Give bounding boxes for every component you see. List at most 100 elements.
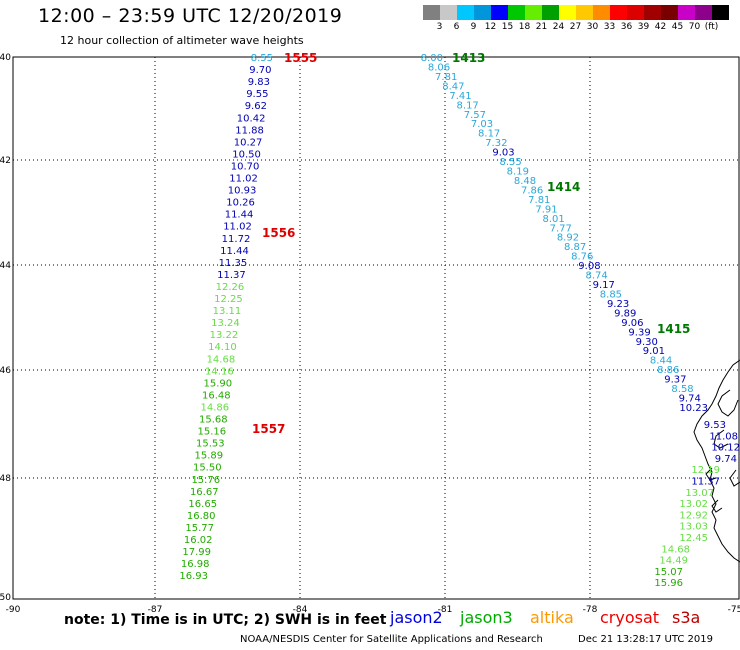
- color-scale-label: 18: [518, 22, 531, 32]
- latitude-label: 46: [0, 366, 11, 376]
- wave-height-value: 10.70: [231, 161, 260, 172]
- wave-height-value: 7.77: [550, 223, 572, 234]
- color-scale-label: 33: [603, 22, 616, 32]
- wave-height-value: 12.26: [216, 282, 245, 293]
- wave-height-value: 8.17: [478, 129, 500, 140]
- wave-height-value: 14.68: [207, 354, 236, 365]
- coastline-segment: [711, 499, 723, 513]
- wave-height-value: 13.24: [211, 318, 240, 329]
- color-scale-cell: [695, 5, 712, 20]
- color-scale-cell: [610, 5, 627, 20]
- pass-time-label: 1556: [262, 226, 295, 240]
- color-scale-cell: [525, 5, 542, 20]
- wave-height-value: 8.85: [600, 289, 622, 300]
- legend-jason3: jason3: [460, 608, 513, 627]
- color-scale-label: 3: [436, 22, 443, 32]
- wave-height-value: 16.67: [190, 487, 219, 498]
- coastline-segment: [713, 429, 729, 449]
- wave-height-value: 7.81: [435, 72, 457, 83]
- wave-height-value: 13.07: [685, 488, 714, 499]
- map-title: 12:00 – 23:59 UTC 12/20/2019: [38, 5, 343, 27]
- wave-height-value: 12.25: [214, 294, 243, 305]
- coastline-segment: [705, 467, 717, 481]
- wave-height-value: 9.03: [492, 148, 514, 159]
- wave-height-value: 9.83: [248, 77, 270, 88]
- map-grid: -90 -87 -84 -81 -78 -75 40 42 44 46 48 50: [0, 53, 740, 615]
- wave-height-value: 10.26: [226, 198, 255, 209]
- longitude-label: -78: [583, 605, 598, 615]
- wave-height-value: 8.44: [650, 356, 672, 367]
- wave-height-value: 10.12: [711, 443, 740, 454]
- color-scale-label: 21: [535, 22, 548, 32]
- wave-height-value: 8.92: [557, 233, 579, 244]
- wave-height-value: 8.76: [571, 252, 593, 263]
- color-scale-cell: [440, 5, 457, 20]
- wave-height-value: 9.70: [249, 65, 271, 76]
- wave-height-value: 8.74: [585, 271, 607, 282]
- legend-altika: altika: [530, 608, 574, 627]
- wave-height-value: 10.27: [234, 137, 263, 148]
- wave-height-value: 10.93: [228, 186, 257, 197]
- longitude-label: -87: [148, 605, 163, 615]
- wave-height-value: 9.39: [628, 327, 650, 338]
- coastline-segment: [693, 359, 740, 563]
- wave-height-value: 15.50: [193, 463, 222, 474]
- wave-height-value: 15.96: [654, 578, 683, 589]
- color-scale-label: (ft): [704, 22, 719, 32]
- color-scale-label: 24: [552, 22, 565, 32]
- wave-height-value: 7.32: [485, 138, 507, 149]
- legend-cryosat: cryosat: [600, 608, 660, 627]
- wave-height-value: 11.37: [217, 270, 246, 281]
- wave-height-value: 8.17: [457, 100, 479, 111]
- legend-s3a: s3a: [672, 608, 701, 627]
- pass-time-labels: 1555 1556 1557 1413 1414 1415: [252, 51, 690, 436]
- color-scale-label: 36: [620, 22, 633, 32]
- coastline-segment: [717, 389, 739, 417]
- wave-height-value: 7.91: [535, 204, 557, 215]
- wave-height-value: 13.02: [679, 499, 708, 510]
- longitude-label: -84: [293, 605, 308, 615]
- wave-height-value: 9.89: [614, 308, 636, 319]
- wave-height-value: 15.07: [654, 567, 683, 578]
- wave-height-value: 11.02: [229, 174, 258, 185]
- wave-height-value: 15.16: [197, 427, 226, 438]
- wave-height-value: 8.48: [514, 176, 536, 187]
- wave-height-value: 14.68: [661, 544, 690, 555]
- wave-height-value: 7.03: [471, 119, 493, 130]
- latitude-label: 50: [0, 593, 11, 603]
- wave-height-value: 9.53: [704, 420, 726, 431]
- wave-height-value: 7.81: [528, 195, 550, 206]
- pass-time-label: 1413: [452, 51, 485, 65]
- color-scale-label: 70: [688, 22, 701, 32]
- wave-height-value: 15.90: [204, 378, 233, 389]
- wave-height-value: 8.86: [657, 365, 679, 376]
- wave-height-value: 9.01: [643, 346, 665, 357]
- wave-height-value: 8.55: [500, 157, 522, 168]
- wave-height-value: 8.01: [542, 214, 564, 225]
- wave-height-value: 9.17: [593, 280, 615, 291]
- wave-height-value: 11.44: [220, 246, 249, 257]
- wave-height-value: 11.72: [222, 234, 251, 245]
- wave-height-value: 16.65: [188, 499, 217, 510]
- longitude-label: -75: [728, 605, 740, 615]
- coastline: [693, 359, 740, 563]
- wave-height-value: 13.11: [213, 306, 242, 317]
- wave-height-value: 16.48: [202, 390, 231, 401]
- color-scale-label: 9: [470, 22, 477, 32]
- wave-height-value: 9.37: [664, 375, 686, 386]
- color-scale-label: 6: [453, 22, 460, 32]
- color-scale-cell: [678, 5, 695, 20]
- wave-height-value: 10.23: [679, 403, 708, 414]
- color-scale-cell: [474, 5, 491, 20]
- wave-height-value: 7.86: [521, 185, 543, 196]
- longitude-label: -81: [438, 605, 453, 615]
- wave-height-value: 9.74: [679, 394, 701, 405]
- color-scale-label: 45: [671, 22, 684, 32]
- wave-height-value: 14.10: [208, 342, 237, 353]
- wave-height-value: 16.98: [181, 559, 210, 570]
- wave-height-value: 11.88: [235, 125, 264, 136]
- wave-height-value: 16.93: [179, 571, 208, 582]
- wave-height-value: 12.92: [679, 510, 708, 521]
- wave-height-value: 9.30: [636, 337, 658, 348]
- legend-jason2: jason2: [390, 608, 443, 627]
